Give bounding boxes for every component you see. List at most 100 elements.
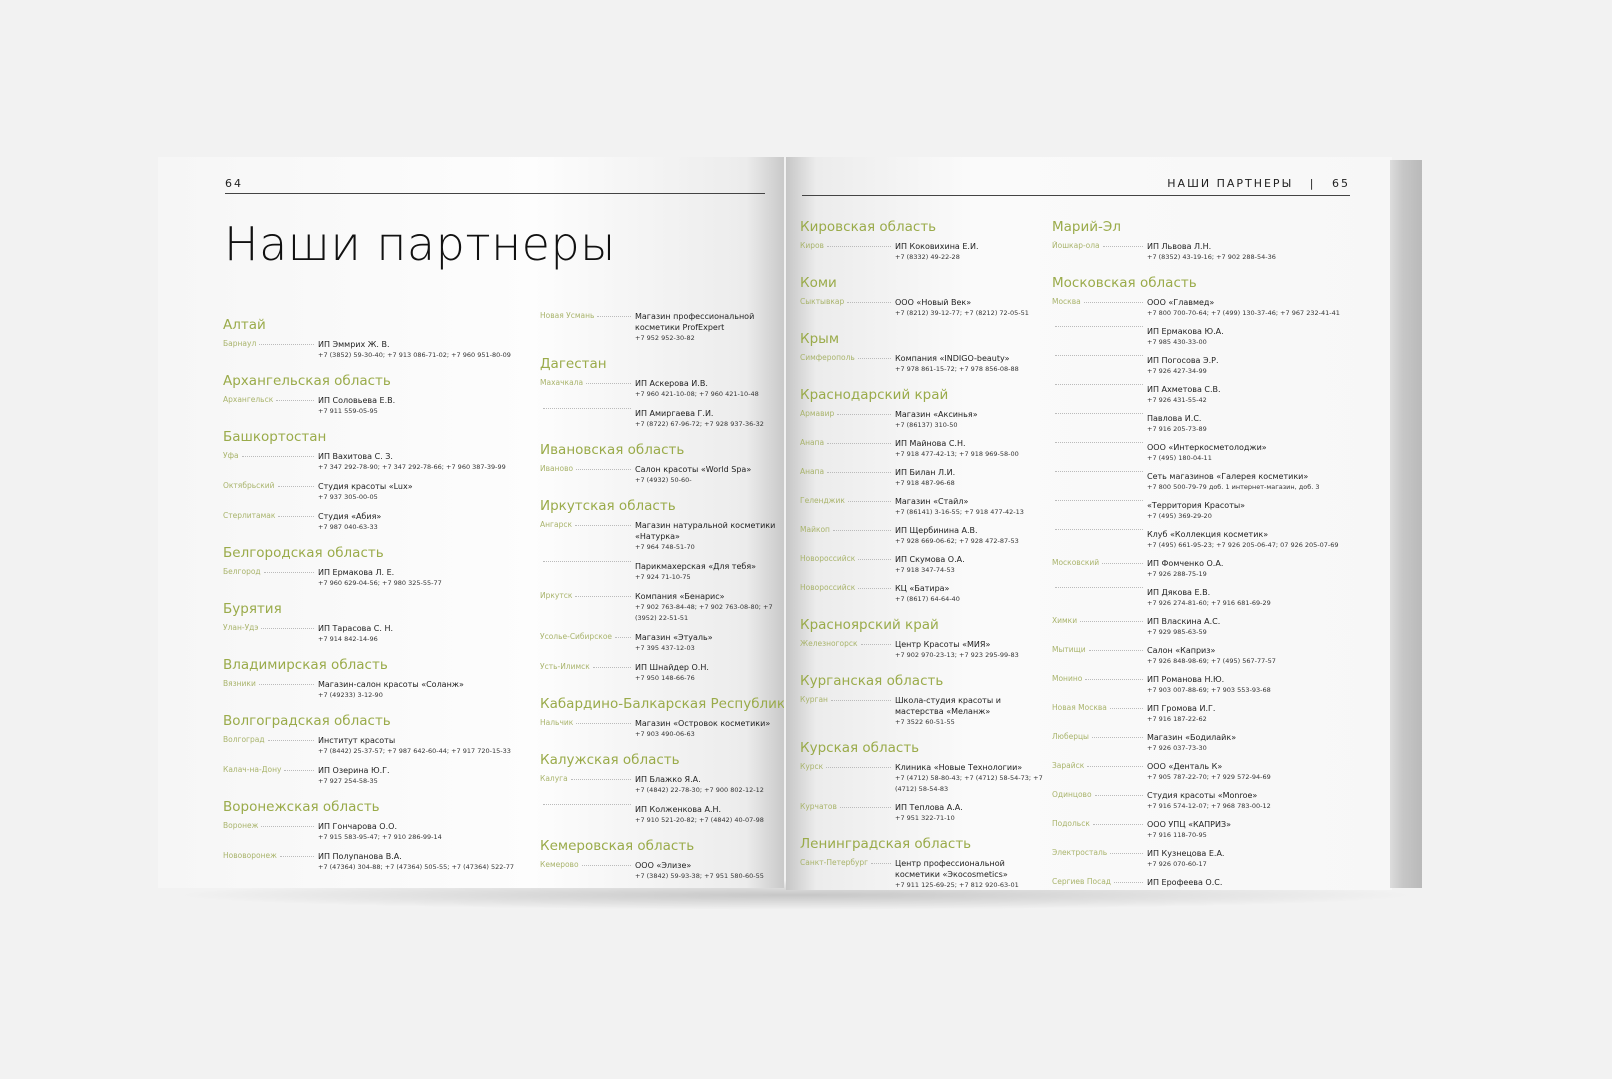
partner-phones: +7 918 487-96-68 [895, 479, 955, 487]
partner-entry: Курган Школа-студия красоты и мастерства … [800, 695, 1045, 728]
partner-entry: Усолье-Сибирское Магазин «Этуаль» +7 395 4… [540, 632, 776, 654]
page-title: Наши партнеры [224, 217, 616, 271]
partner-entry: Нововоронеж ИП Полупанова В.А. +7 (47364) … [223, 851, 533, 873]
city: Анапа [800, 438, 825, 447]
city-cell [1052, 587, 1147, 591]
partner-info: ООО УПЦ «КАПРИЗ» +7 916 118-70-95 [1147, 819, 1231, 841]
dot-leader [581, 860, 631, 866]
right-page: НАШИ ПАРТНЕРЫ | 65 Кировская область Киро… [786, 157, 1392, 890]
city-cell: Химки [1052, 616, 1147, 625]
city: Монино [1052, 674, 1083, 683]
city-cell: Сыктывкар [800, 297, 895, 306]
dot-leader [1102, 558, 1143, 564]
partner-info: Магазин натуральной косметики «Натурка» +… [635, 520, 776, 553]
partner-entry: Химки ИП Власкина А.С. +7 929 985-63-59 [1052, 616, 1352, 638]
partner-info: ИП Власкина А.С. +7 929 985-63-59 [1147, 616, 1220, 638]
dot-leader [1055, 326, 1143, 327]
partner-entry: Армавир Магазин «Аксинья» +7 (86137) 310-5… [800, 409, 1045, 431]
city: Нальчик [540, 718, 574, 727]
partner-phones: +7 928 669-06-62; +7 928 472-87-53 [895, 537, 1019, 545]
partner-phones: +7 800 700-70-64; +7 (499) 130-37-46; +7… [1147, 309, 1340, 317]
region-heading: Ленинградская область [800, 836, 972, 852]
partner-info: Магазин «Аксинья» +7 (86137) 310-50 [895, 409, 978, 431]
region-heading: Воронежская область [223, 799, 380, 815]
dot-leader [267, 735, 314, 741]
partner-info: ИП Ахметова С.В. +7 926 431-55-42 [1147, 384, 1221, 406]
dot-leader [241, 451, 314, 457]
city: Электросталь [1052, 848, 1108, 857]
partner-name: ИП Гончарова О.О. [318, 822, 397, 831]
dot-leader [277, 481, 314, 487]
dot-leader [1080, 616, 1143, 622]
city-cell [1052, 442, 1147, 446]
column: Марий-Эл Йошкар-ола ИП Львова Л.Н. +7 (8352… [1052, 207, 1352, 890]
city: Иваново [540, 464, 574, 473]
city-cell: Вязники [223, 679, 318, 688]
partner-phones: +7 926 274-81-60; +7 916 681-69-29 [1147, 599, 1271, 607]
partner-name: ИП Вахитова С. З. [318, 452, 393, 461]
partner-name: Сеть магазинов «Галерея косметики» [1147, 472, 1309, 481]
partner-name: Институт красоты [318, 736, 396, 745]
partner-info: Павлова И.С. +7 916 205-73-89 [1147, 413, 1207, 435]
city-cell [540, 561, 635, 565]
partner-phones: +7 903 490-06-63 [635, 730, 695, 738]
partner-entry: Барнаул ИП Эммрих Ж. В. +7 (3852) 59-30-40… [223, 339, 533, 361]
region-heading: Бурятия [223, 601, 282, 617]
city-cell: Анапа [800, 438, 895, 447]
city: Усть-Илимск [540, 662, 590, 671]
city-cell: Сергиев Посад [1052, 877, 1147, 886]
partner-name: ИП Полупанова В.А. [318, 852, 402, 861]
dot-leader [263, 567, 314, 573]
partner-phones: +7 952 952-30-82 [635, 334, 695, 342]
partner-phones: +7 905 787-22-70; +7 929 572-94-69 [1147, 773, 1271, 781]
dot-leader [860, 639, 891, 645]
region-heading: Волгоградская область [223, 713, 391, 729]
partner-name: Павлова И.С. [1147, 414, 1202, 423]
partner-info: Магазин профессиональной косметики ProfE… [635, 311, 776, 344]
city: Уфа [223, 451, 239, 460]
partner-entry: Подольск ООО УПЦ «КАПРИЗ» +7 916 118-70-95 [1052, 819, 1352, 841]
city: Мытищи [1052, 645, 1086, 654]
city-cell: Воронеж [223, 821, 318, 830]
city-cell: Кемерово [540, 860, 635, 869]
region-heading: Дагестан [540, 356, 607, 372]
partner-name: Центр профессиональной косметики «Экосos… [895, 859, 1008, 879]
city: Армавир [800, 409, 835, 418]
partner-phones: +7 902 763-84-48; +7 902 763-08-80; +7 (… [635, 603, 773, 622]
partner-entry: Сеть магазинов «Галерея косметики» +7 800… [1052, 471, 1352, 493]
partner-entry: ИП Ахметова С.В. +7 926 431-55-42 [1052, 384, 1352, 406]
partner-name: Компания «INDIGO-beauty» [895, 354, 1010, 363]
partner-entry: Калуга ИП Блажко Я.А. +7 (4842) 22-78-30; … [540, 774, 776, 796]
city: Новая Усмань [540, 311, 595, 320]
partner-phones: +7 927 254-58-35 [318, 777, 378, 785]
dot-leader [575, 520, 631, 526]
dot-leader [258, 679, 314, 685]
partner-entry: Монино ИП Романова Н.Ю. +7 903 007-88-69; … [1052, 674, 1352, 696]
city-cell [1052, 500, 1147, 504]
partner-entry: ООО «Интеркосметолоджи» +7 (495) 180-04-1… [1052, 442, 1352, 464]
partner-entry: Курчатов ИП Теплова А.А. +7 951 322-71-10 [800, 802, 1045, 824]
city-cell: Барнаул [223, 339, 318, 348]
dot-leader [1083, 297, 1143, 303]
region-heading: Ивановская область [540, 442, 685, 458]
region-heading: Владимирская область [223, 657, 388, 673]
region-heading: Кировская область [800, 219, 937, 235]
dot-leader [278, 511, 314, 517]
dot-leader [871, 858, 891, 864]
dot-leader [1055, 355, 1143, 356]
partner-phones: +7 (47364) 304-88; +7 (47364) 505-55; +7… [318, 863, 514, 871]
city: Воронеж [223, 821, 259, 830]
partner-phones: +7 950 148-66-76 [635, 674, 695, 682]
partner-phones: +7 910 521-20-82; +7 (4842) 40-07-98 [635, 816, 764, 824]
partner-phones: +7 (86137) 310-50 [895, 421, 958, 429]
partner-phones: +7 964 748-51-70 [635, 543, 695, 551]
partner-info: ИП Романова Н.Ю. +7 903 007-88-69; +7 903… [1147, 674, 1271, 696]
city-cell: Электросталь [1052, 848, 1147, 857]
city-cell: Белгород [223, 567, 318, 576]
city-cell: Новороссийск [800, 554, 895, 563]
city-cell [1052, 413, 1147, 417]
partner-phones: +7 (49233) 3-12-90 [318, 691, 383, 699]
dot-leader [830, 695, 891, 701]
partner-name: Магазин «Этуаль» [635, 633, 713, 642]
city-cell [540, 408, 635, 412]
